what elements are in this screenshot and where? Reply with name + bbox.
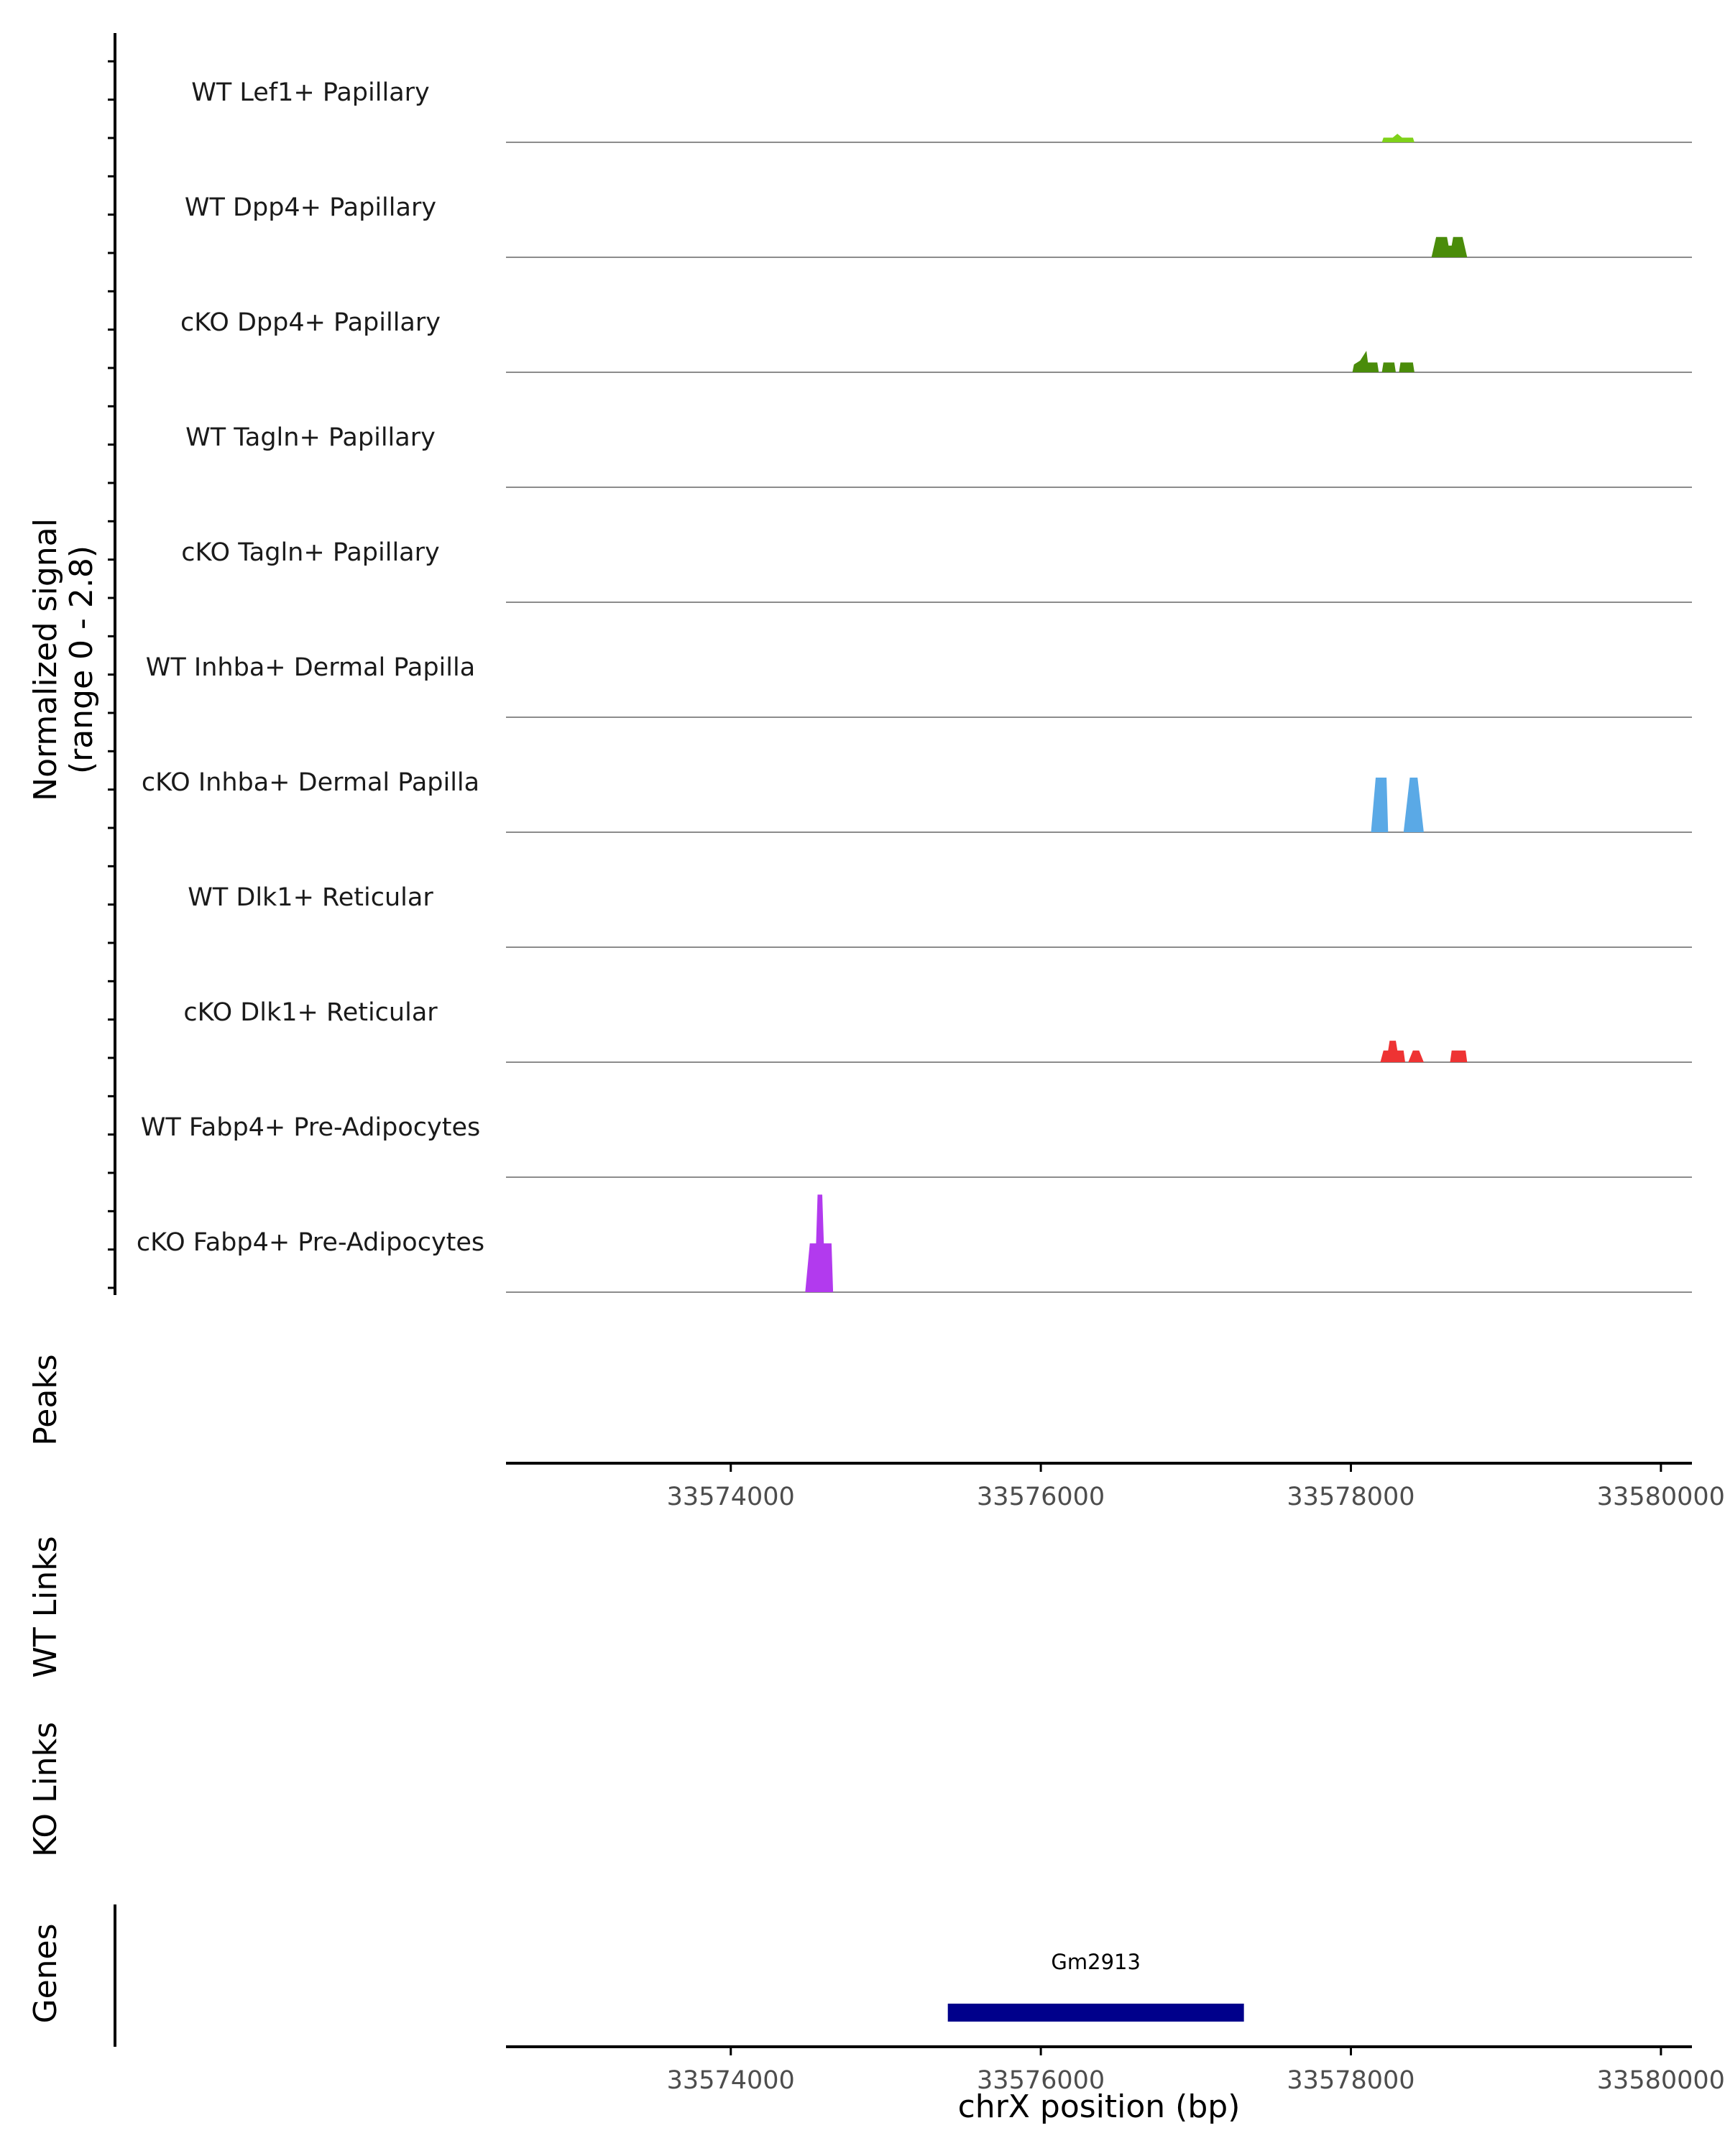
gene-annotations: Gm2913 bbox=[947, 1950, 1244, 2022]
signal-track: cKO Tagln+ Papillary bbox=[181, 538, 1692, 603]
genes-x-axis: 33574000 33576000 33578000 33580000 bbox=[506, 2045, 1725, 2095]
track-label: cKO Tagln+ Papillary bbox=[181, 538, 440, 567]
track-label: cKO Dlk1+ Reticular bbox=[183, 998, 438, 1027]
wt-links-panel-label: WT Links bbox=[27, 1536, 64, 1677]
signal-track: WT Lef1+ Papillary bbox=[191, 78, 1692, 143]
signal-axis-title-line-2: (range 0 - 2.8) bbox=[63, 545, 100, 774]
track-label: cKO Dpp4+ Papillary bbox=[180, 308, 441, 337]
signal-track: cKO Dpp4+ Papillary bbox=[180, 308, 1692, 373]
signal-track: cKO Fabp4+ Pre-Adipocytes bbox=[137, 1194, 1692, 1293]
genes-panel-label: Genes bbox=[27, 1923, 64, 2023]
signal-axis-title-line-1: Normalized signal bbox=[27, 518, 64, 801]
gene-body bbox=[947, 2004, 1244, 2022]
x-tick-label: 33576000 bbox=[977, 2066, 1105, 2095]
track-label: WT Inhba+ Dermal Papilla bbox=[146, 653, 475, 682]
signal-track: WT Dlk1+ Reticular bbox=[188, 883, 1692, 948]
coverage-area bbox=[805, 1194, 834, 1292]
signal-track: WT Dpp4+ Papillary bbox=[185, 193, 1692, 258]
peaks-x-axis: 33574000 33576000 33578000 33580000 bbox=[506, 1462, 1725, 1511]
signal-axis bbox=[108, 33, 116, 1295]
track-label: WT Lef1+ Papillary bbox=[191, 78, 430, 107]
x-axis-title: chrX position (bp) bbox=[958, 2088, 1241, 2125]
signal-track: cKO Dlk1+ Reticular bbox=[183, 998, 1692, 1063]
signal-track: WT Tagln+ Papillary bbox=[185, 423, 1692, 488]
gene-label: Gm2913 bbox=[1051, 1950, 1141, 1974]
peaks-panel-label: Peaks bbox=[27, 1354, 64, 1445]
x-tick-label: 33578000 bbox=[1287, 2066, 1414, 2095]
coverage-area bbox=[1381, 134, 1414, 142]
coverage-area bbox=[1431, 236, 1468, 257]
x-tick-label: 33576000 bbox=[977, 1483, 1105, 1511]
x-tick-label: 33574000 bbox=[667, 2066, 795, 2095]
signal-track: WT Fabp4+ Pre-Adipocytes bbox=[141, 1113, 1692, 1178]
track-label: WT Fabp4+ Pre-Adipocytes bbox=[141, 1113, 480, 1142]
x-tick-label: 33580000 bbox=[1597, 2066, 1725, 2095]
coverage-area bbox=[1380, 1041, 1468, 1062]
track-label: WT Dpp4+ Papillary bbox=[185, 193, 436, 222]
track-label: cKO Inhba+ Dermal Papilla bbox=[142, 768, 479, 797]
coverage-area bbox=[1371, 778, 1424, 832]
signal-track: WT Inhba+ Dermal Papilla bbox=[146, 653, 1692, 718]
signal-track: cKO Inhba+ Dermal Papilla bbox=[142, 768, 1692, 833]
track-label: WT Tagln+ Papillary bbox=[185, 423, 436, 452]
signal-tracks: WT Lef1+ Papillary WT Dpp4+ Papillary cKO … bbox=[137, 78, 1692, 1293]
x-tick-label: 33580000 bbox=[1597, 1483, 1725, 1511]
track-label: cKO Fabp4+ Pre-Adipocytes bbox=[137, 1228, 484, 1257]
x-tick-label: 33578000 bbox=[1287, 1483, 1414, 1511]
track-label: WT Dlk1+ Reticular bbox=[188, 883, 433, 912]
ko-links-panel-label: KO Links bbox=[27, 1722, 64, 1857]
coverage-area bbox=[1352, 351, 1414, 372]
x-tick-label: 33574000 bbox=[667, 1483, 795, 1511]
